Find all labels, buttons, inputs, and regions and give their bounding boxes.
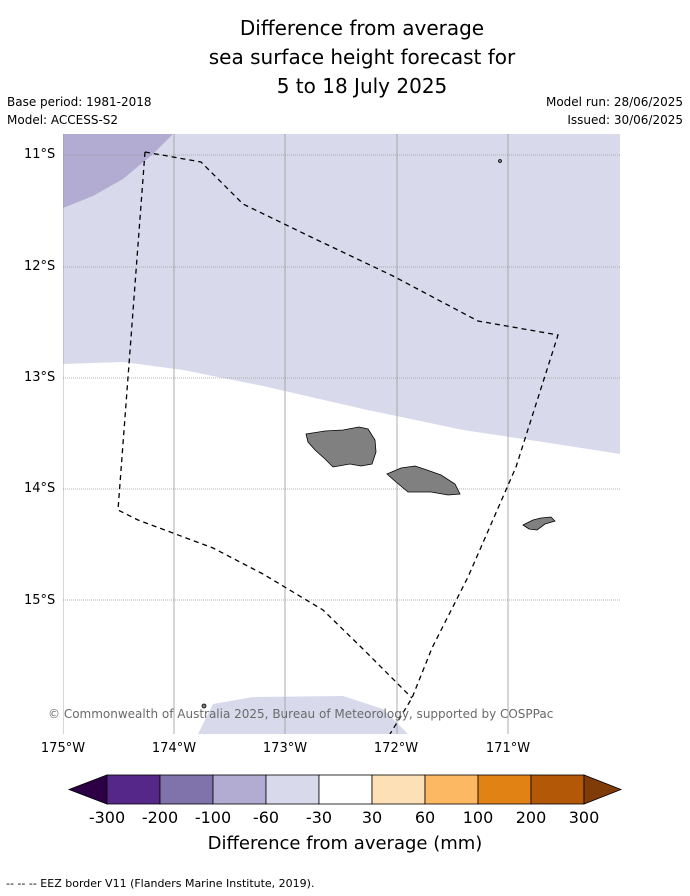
model-run-date: Model run: 28/06/2025: [545, 95, 683, 109]
colorbar-tick-300: 300: [568, 808, 600, 827]
colorbar: [67, 774, 623, 805]
colorbar-bin-1: [106, 774, 161, 805]
colorbar-label-text: Difference from average (mm): [207, 833, 483, 854]
title-line-2: sea surface height forecast for: [208, 45, 516, 69]
title-line-1: Difference from average: [239, 16, 485, 40]
map-panel: [63, 134, 620, 734]
island-upolu: [386, 465, 461, 496]
issued-date: Issued: 30/06/2025: [567, 113, 683, 127]
island-savaii: [305, 426, 377, 468]
colorbar-tick-minus-200: -200: [141, 808, 179, 827]
colorbar-tick-minus-300: -300: [88, 808, 126, 827]
lat-label-12s: 12°S: [24, 259, 56, 274]
anomaly-region-minus-30-to-minus-60: [63, 134, 620, 454]
lon-label-173w: 173°W: [262, 741, 308, 756]
colorbar-extend-low: [67, 774, 108, 805]
colorbar-tick-minus-30: -30: [305, 808, 333, 827]
colorbar-bin-8: [477, 774, 532, 805]
lon-label-171w: 171°W: [485, 741, 531, 756]
base-period: Base period: 1981-2018: [7, 95, 152, 109]
colorbar-extend-high: [583, 774, 623, 805]
lat-label-13s: 13°S: [24, 370, 56, 385]
model-name: Model: ACCESS-S2: [7, 113, 119, 127]
islet-south: [201, 703, 207, 709]
lon-label-175w: 175°W: [40, 741, 86, 756]
lat-label-15s: 15°S: [24, 593, 56, 608]
islet-north: [498, 159, 502, 163]
colorbar-label: Difference from average (mm): [0, 833, 690, 854]
island-tutuila: [522, 516, 556, 531]
colorbar-bin-7: [424, 774, 479, 805]
colorbar-bin-6: [371, 774, 426, 805]
colorbar-tick-200: 200: [515, 808, 547, 827]
colorbar-tick-30: 30: [361, 808, 383, 827]
colorbar-tick-minus-100: -100: [194, 808, 232, 827]
colorbar-tick-60: 60: [414, 808, 436, 827]
colorbar-bin-9: [530, 774, 585, 805]
lat-label-14s: 14°S: [24, 481, 56, 496]
lat-label-11s: 11°S: [24, 147, 56, 162]
map-canvas: [63, 134, 620, 734]
map-title: Difference from average sea surface heig…: [0, 14, 690, 101]
colorbar-bin-3: [212, 774, 267, 805]
lon-label-174w: 174°W: [151, 741, 197, 756]
lon-label-172w: 172°W: [373, 741, 419, 756]
eez-border-west: [117, 151, 413, 699]
title-line-3: 5 to 18 July 2025: [276, 74, 448, 98]
eez-legend-note: -- -- -- EEZ border V11 (Flanders Marine…: [6, 877, 315, 890]
colorbar-bin-5: [318, 774, 373, 805]
gridlines: [63, 134, 620, 734]
anomaly-region-south-minus-30-to-minus-60: [198, 696, 408, 734]
colorbar-bin-4: [265, 774, 320, 805]
colorbar-tick-minus-60: -60: [252, 808, 280, 827]
colorbar-bin-2: [159, 774, 214, 805]
colorbar-tick-100: 100: [462, 808, 494, 827]
copyright-notice: © Commonwealth of Australia 2025, Bureau…: [48, 707, 554, 721]
